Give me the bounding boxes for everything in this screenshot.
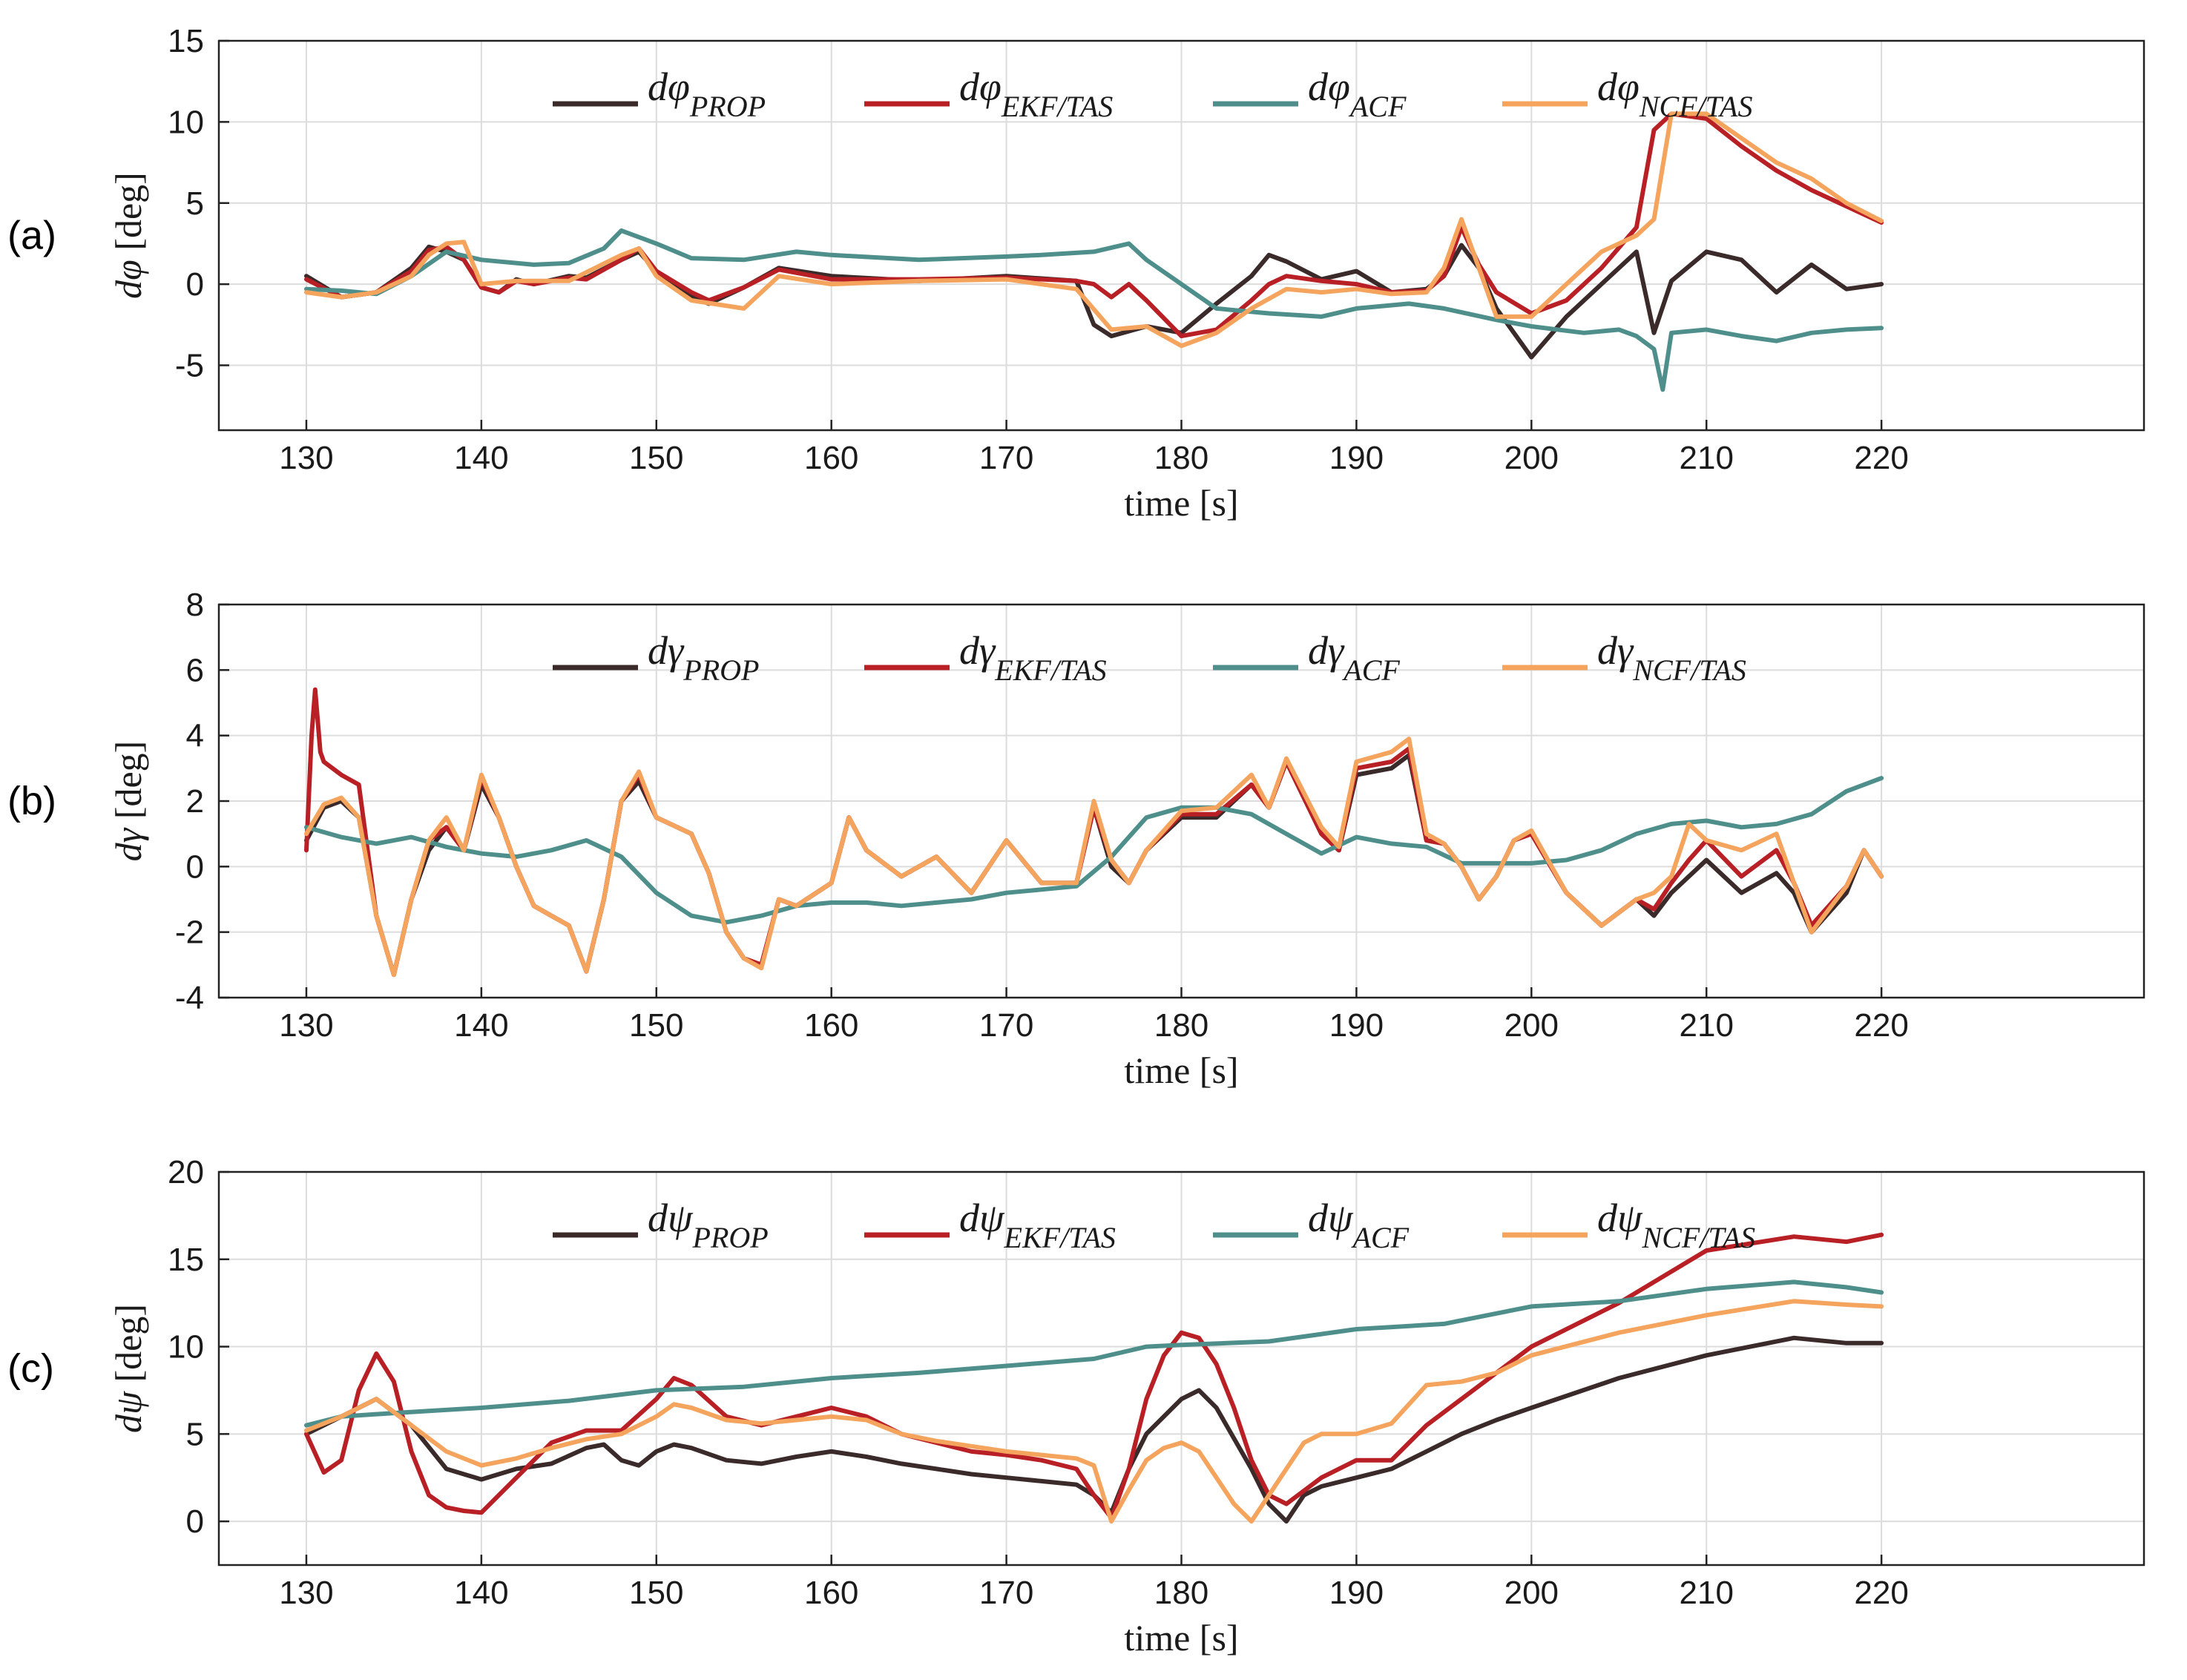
x-tick-label: 210 [1680,1575,1734,1611]
x-tick-label: 140 [454,440,508,476]
x-axis-title: time [s] [1124,1617,1238,1658]
y-tick-label: 0 [186,1503,204,1540]
y-tick-label: -2 [175,915,204,951]
x-tick-label: 180 [1154,440,1208,476]
legend-entry: dφNCF/TAS [1597,65,1753,123]
legend-entry: dγPROP [648,628,759,687]
panel-label-b: (b) [7,779,56,823]
y-tick-label: 5 [186,185,204,222]
x-tick-label: 150 [629,440,683,476]
legend-entry: dφPROP [648,65,766,123]
y-tick-label: 15 [168,23,204,59]
y-tick-label: 10 [168,1329,204,1366]
y-tick-label: 0 [186,266,204,303]
x-tick-label: 220 [1854,440,1908,476]
legend-entry: dφEKF/TAS [959,65,1113,123]
x-tick-label: 150 [629,1007,683,1044]
x-tick-label: 130 [279,1007,333,1044]
y-tick-label: 6 [186,652,204,688]
y-tick-label: 20 [168,1154,204,1190]
x-tick-label: 220 [1854,1575,1908,1611]
y-tick-label: 10 [168,104,204,140]
x-tick-label: 210 [1680,1007,1734,1044]
x-tick-label: 210 [1680,440,1734,476]
legend-entry: dφACF [1308,65,1407,123]
panel-b: 130 140 150 160 170 180 190 200 210 220 -4 -2 0 2 4 6 8 t… [7,587,2145,1091]
legend-entry: dγACF [1308,628,1400,687]
x-tick-label: 140 [454,1575,508,1611]
x-tick-label: 130 [279,1575,333,1611]
x-tick-label: 180 [1154,1575,1208,1611]
x-tick-label: 160 [804,1575,858,1611]
series-line-acf [304,776,1884,925]
legend-entry: dγEKF/TAS [959,628,1107,687]
series-line-ncf-tas [304,737,1884,978]
y-tick-label: -5 [175,348,204,384]
series-line-ekf-tas [304,111,1884,339]
series-line-ncf-tas [304,1299,1884,1524]
legend-entry: dψACF [1308,1196,1410,1254]
x-tick-label: 170 [979,440,1033,476]
x-tick-label: 160 [804,440,858,476]
panel-c: 130 140 150 160 170 180 190 200 210 220 0 5 10 15 20 ti… [7,1154,2145,1658]
series-line-prop [304,1335,1884,1524]
panel-a: 130 140 150 160 170 180 190 200 210 220 -5 0 5 10 15 ti… [7,23,2145,524]
panel-label-a: (a) [7,214,56,258]
x-axis-title: time [s] [1124,482,1238,524]
x-tick-label: 200 [1504,1007,1559,1044]
y-tick-label: 0 [186,849,204,885]
legend-entry: dγNCF/TAS [1597,628,1746,687]
series-line-acf [304,228,1884,392]
series-line-prop [304,753,1884,978]
x-tick-label: 140 [454,1007,508,1044]
x-axis-title: time [s] [1124,1050,1238,1091]
legend-entry: dψNCF/TAS [1597,1196,1755,1254]
x-tick-label: 180 [1154,1007,1208,1044]
x-tick-label: 170 [979,1007,1033,1044]
y-tick-label: 15 [168,1242,204,1278]
y-tick-label: 2 [186,783,204,820]
x-tick-label: 190 [1329,1007,1384,1044]
legend-entry: dψEKF/TAS [959,1196,1116,1254]
series-line-ncf-tas [304,111,1884,349]
x-tick-label: 190 [1329,440,1384,476]
y-axis-title: dγ [deg] [108,741,149,862]
x-tick-label: 200 [1504,440,1559,476]
x-tick-label: 200 [1504,1575,1559,1611]
y-tick-label: 5 [186,1416,204,1452]
y-axis-title: dψ [deg] [108,1304,149,1433]
y-tick-label: 8 [186,587,204,623]
legend-entry: dψPROP [648,1196,769,1254]
x-tick-label: 150 [629,1575,683,1611]
y-tick-label: 4 [186,718,204,754]
x-tick-label: 190 [1329,1575,1384,1611]
series-line-ekf-tas [304,1232,1884,1521]
y-axis-title: dφ [deg] [108,172,149,299]
panel-label-c: (c) [7,1346,54,1391]
x-tick-label: 220 [1854,1007,1908,1044]
x-tick-label: 130 [279,440,333,476]
x-tick-label: 160 [804,1007,858,1044]
series-line-acf [304,1279,1884,1428]
x-tick-label: 170 [979,1575,1033,1611]
y-tick-label: -4 [175,980,204,1016]
